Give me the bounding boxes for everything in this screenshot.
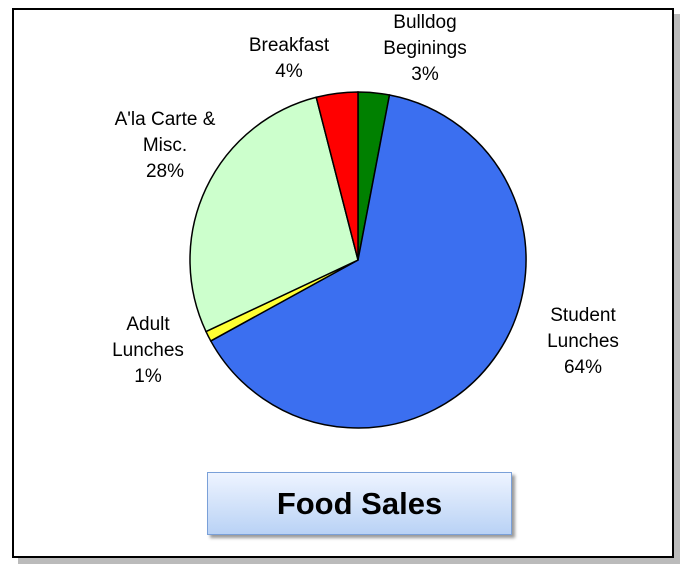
pie-slice [189,96,359,333]
slice-name: Student Lunches [547,305,619,352]
slice-name: Adult Lunches [112,314,184,361]
pie-slice [315,91,359,261]
slice-value: 28% [145,161,185,182]
slice-label: Breakfast 4% [239,33,339,85]
slice-value: 1% [134,366,162,387]
slice-value: 64% [563,357,603,378]
slice-label: Adult Lunches 1% [108,312,188,390]
slice-label: Bulldog Beginings 3% [380,10,470,88]
pie-slice [209,94,527,429]
slice-name: Breakfast [248,35,330,56]
slice-value: 4% [275,61,303,82]
chart-title: Food Sales [207,472,512,535]
slice-value: 3% [411,64,439,85]
slice-name: A'la Carte & Misc. [114,109,216,156]
slice-label: A'la Carte & Misc. 28% [110,107,220,185]
slice-name: Bulldog Beginings [383,12,467,59]
slice-label: Student Lunches 64% [538,303,628,381]
